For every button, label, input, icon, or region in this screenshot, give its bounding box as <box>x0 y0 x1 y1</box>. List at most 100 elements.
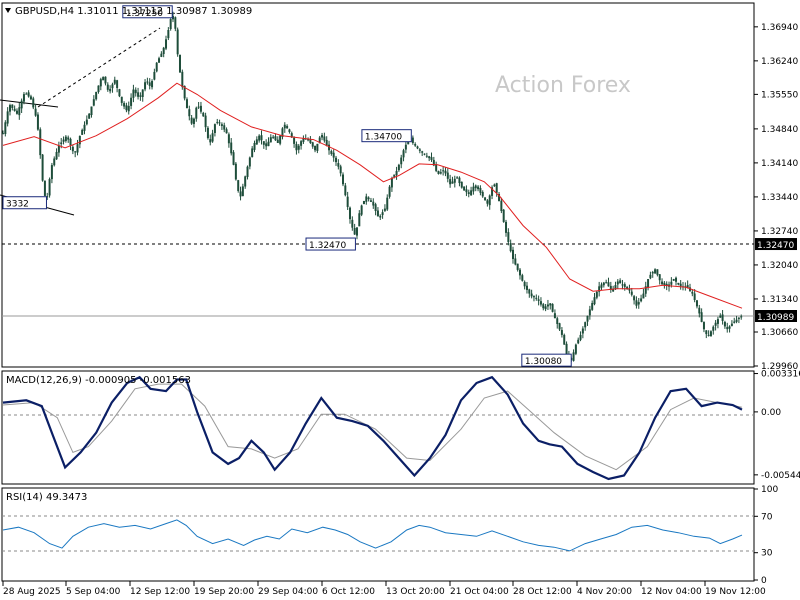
candle-body <box>465 189 468 193</box>
candle-body <box>34 108 37 116</box>
candle-body <box>623 284 626 287</box>
candle-body <box>619 280 622 284</box>
candle-body <box>621 284 624 286</box>
candle-body <box>702 322 705 330</box>
candle-body <box>290 133 293 138</box>
candle-body <box>8 105 11 112</box>
candle-body <box>272 136 275 138</box>
candle-body <box>502 209 505 222</box>
candle-body <box>197 106 200 108</box>
candle-body <box>612 288 615 292</box>
candle-body <box>484 197 487 201</box>
candle-body <box>477 186 480 190</box>
y-tick-label: 1.31340 <box>761 295 798 305</box>
candle-body <box>325 139 328 147</box>
price-annotation-box <box>2 196 47 210</box>
candle-body <box>139 95 142 97</box>
candle-body <box>539 301 542 305</box>
y-tick-label: 1.32040 <box>761 261 798 271</box>
candle-body <box>88 113 91 119</box>
candle-body <box>691 291 694 294</box>
candle-body <box>62 139 65 142</box>
candle-body <box>672 279 675 281</box>
candle-body <box>11 104 14 108</box>
candle-body <box>446 172 449 179</box>
candle-body <box>15 110 18 114</box>
candle-body <box>137 92 140 97</box>
candle-body <box>595 291 598 298</box>
candle-body <box>495 183 498 193</box>
y-tick-label: 1.36240 <box>761 57 798 67</box>
candle-body <box>390 178 393 188</box>
candle-body <box>169 19 172 30</box>
candle-body <box>560 330 563 335</box>
candle-body <box>74 151 77 153</box>
candle-body <box>323 136 326 141</box>
candle-body <box>430 157 433 160</box>
candle-body <box>635 300 638 306</box>
candle-body <box>328 144 331 151</box>
candle-body <box>428 156 431 159</box>
candle-body <box>532 296 535 298</box>
candle-body <box>640 298 643 302</box>
candle-body <box>302 138 305 142</box>
candle-body <box>470 190 473 196</box>
candle-body <box>588 309 591 316</box>
candle-body <box>55 151 58 160</box>
candle-body <box>437 170 440 174</box>
candle-body <box>733 321 736 323</box>
candle-body <box>435 164 438 171</box>
candle-body <box>491 187 494 196</box>
candle-body <box>174 17 177 29</box>
candle-body <box>605 282 608 284</box>
candle-body <box>22 94 25 102</box>
candle-body <box>183 85 186 99</box>
candle-body <box>372 201 375 206</box>
candle-body <box>4 122 7 134</box>
collapse-triangle-icon[interactable] <box>5 8 11 13</box>
candle-body <box>553 313 556 319</box>
candle-body <box>723 321 726 327</box>
candle-body <box>367 197 370 200</box>
candle-body <box>102 77 105 81</box>
candle-body <box>286 125 289 129</box>
candle-body <box>64 136 67 141</box>
candle-body <box>439 172 442 174</box>
candle-body <box>85 119 88 125</box>
candle-body <box>544 306 547 310</box>
price-panel <box>1 2 755 368</box>
candle-body <box>677 282 680 285</box>
candle-body <box>602 282 605 286</box>
x-tick-label: 21 Oct 04:00 <box>450 587 509 597</box>
candle-body <box>516 263 519 270</box>
candle-body <box>130 97 133 106</box>
candle-body <box>39 129 42 156</box>
candle-body <box>195 107 198 119</box>
candle-body <box>104 76 107 84</box>
candle-body <box>728 326 731 329</box>
candle-body <box>330 151 333 154</box>
candle-body <box>50 165 53 180</box>
trend-line-dashed <box>37 27 161 108</box>
price-annotation-box <box>521 353 572 367</box>
candle-body <box>665 283 668 287</box>
candle-body <box>342 174 345 185</box>
y-tick-label: 0.003316 <box>761 370 800 380</box>
candle-body <box>25 93 28 95</box>
candle-body <box>421 151 424 153</box>
candle-body <box>698 307 701 314</box>
candle-body <box>353 227 356 235</box>
candle-body <box>365 196 368 202</box>
x-tick-label: 13 Oct 20:00 <box>386 587 445 597</box>
candle-body <box>546 304 549 307</box>
x-tick-label: 6 Oct 12:00 <box>322 587 375 597</box>
candle-body <box>397 164 400 171</box>
candle-body <box>737 317 740 319</box>
candle-body <box>402 150 405 158</box>
y-tick-label: 1.34840 <box>761 125 798 135</box>
candle-body <box>616 281 619 285</box>
candle-body <box>176 29 179 55</box>
price-annotation: 3332 <box>6 200 29 210</box>
x-tick-label: 19 Nov 12:00 <box>705 587 766 597</box>
candle-body <box>32 98 35 108</box>
